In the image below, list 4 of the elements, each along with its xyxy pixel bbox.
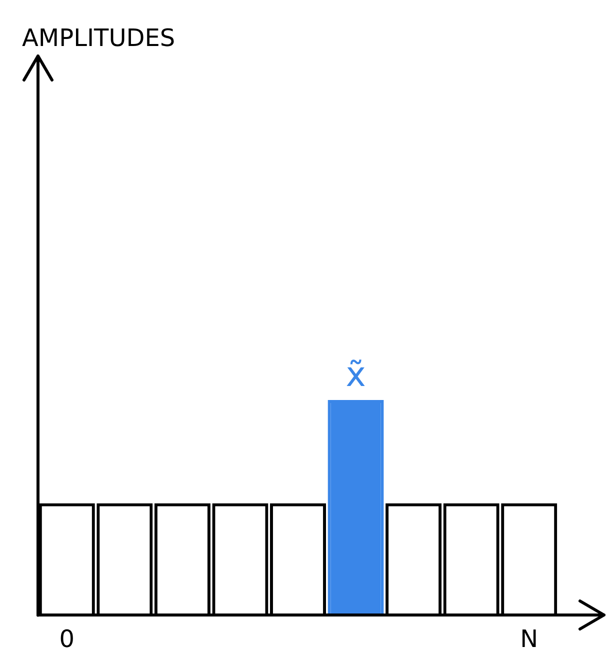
x-tick-label: N: [520, 624, 538, 653]
text: AMPLITUDES: [22, 24, 176, 52]
text: x̃: [346, 355, 366, 395]
x-tick-label: 0: [59, 624, 75, 653]
